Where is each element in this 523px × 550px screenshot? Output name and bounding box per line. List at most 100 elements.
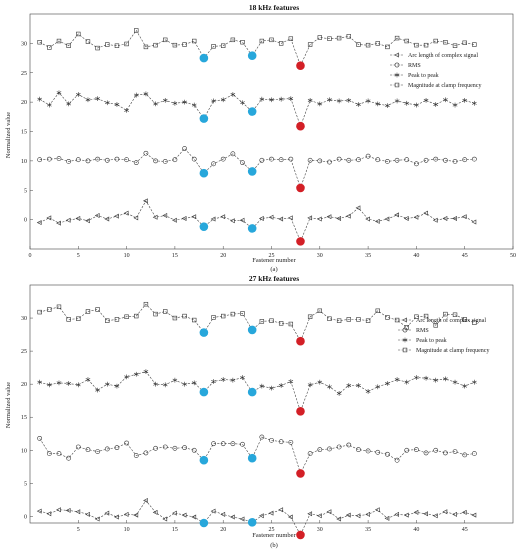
x-axis-label: Fastener number [252,532,296,539]
data-point [220,377,226,382]
data-point [76,316,81,321]
data-point [327,384,332,390]
data-point [191,102,197,108]
highlight-point-blue [247,325,257,335]
data-point [269,318,274,323]
data-point [143,498,148,504]
data-point [211,379,216,384]
data-point [385,451,390,457]
data-point [432,513,438,519]
data-point [134,313,139,319]
series-4 [36,198,477,244]
data-point [307,314,313,319]
data-point [133,215,139,221]
x-tick-label: 45 [462,527,468,533]
data-point [374,507,380,513]
data-point [65,217,71,223]
data-point [66,159,72,164]
series-line [39,303,475,342]
data-point [423,157,429,163]
data-point [162,213,168,219]
data-point [37,379,43,385]
data-point [56,304,62,310]
data-point [105,42,110,47]
y-tick-label: 0 [24,514,27,520]
y-tick-label: 10 [21,159,27,165]
y-tick-label: 0 [24,218,27,224]
data-point [211,315,216,320]
data-point [288,156,294,162]
highlight-point-blue [247,453,257,463]
highlight-point-red [296,336,305,346]
data-point [356,102,361,107]
data-point [365,511,370,517]
data-point [124,314,129,319]
data-point [220,156,226,162]
data-point [385,103,390,109]
highlight-point-blue [199,328,209,337]
data-point [433,38,438,44]
data-point [278,439,284,445]
data-point [394,377,400,382]
highlight-point-blue [247,51,257,61]
x-tick-label: 0 [29,253,32,259]
data-point [433,447,439,453]
x-tick-label: 35 [365,527,371,533]
data-point [172,315,178,321]
data-point [143,450,149,456]
data-point [191,514,197,520]
highlight-point-red [296,61,305,70]
y-tick-label: 25 [21,71,27,77]
data-point [75,92,81,97]
chart-18khz: 18 kHz features Normalized value Fastene… [5,3,516,273]
data-point [114,43,120,48]
legend-marker [402,327,408,333]
y-tick-label: 5 [24,481,27,487]
data-point [104,100,110,106]
data-point [423,210,428,216]
plot-frame [29,13,514,250]
data-point [258,215,264,221]
data-point [403,512,409,518]
series-line [39,436,475,475]
highlight-point-red [296,469,305,478]
data-point [192,317,197,323]
data-point [345,512,351,518]
data-point [259,96,265,102]
x-tick-label: 30 [317,527,323,533]
highlight-point-red [296,183,305,193]
data-point [220,214,226,220]
data-point [287,215,293,221]
data-point [230,218,235,224]
data-point [414,314,419,319]
data-point [36,508,42,514]
data-point [375,384,381,390]
data-point [365,448,371,454]
data-point [452,379,458,385]
data-point [423,313,429,319]
data-point [336,444,342,450]
legend-entry: Magnitude at clamp frequency [416,347,489,354]
data-point [143,150,149,156]
data-point [462,40,467,45]
data-point [317,447,323,453]
data-point [317,35,322,40]
data-point [452,449,458,454]
data-point [356,157,361,163]
data-point [85,377,91,382]
y-tick-label: 20 [21,100,27,106]
data-point [385,44,390,50]
data-point [162,516,168,522]
data-point [210,216,216,222]
data-point [472,379,477,385]
data-point [268,214,274,220]
data-point [462,97,468,103]
data-point [278,157,284,163]
x-tick-label: 25 [269,527,275,533]
data-point [259,319,265,324]
data-point [278,321,284,326]
data-point [114,514,119,520]
data-point [423,511,428,517]
legend-entry: RMS [408,63,421,69]
